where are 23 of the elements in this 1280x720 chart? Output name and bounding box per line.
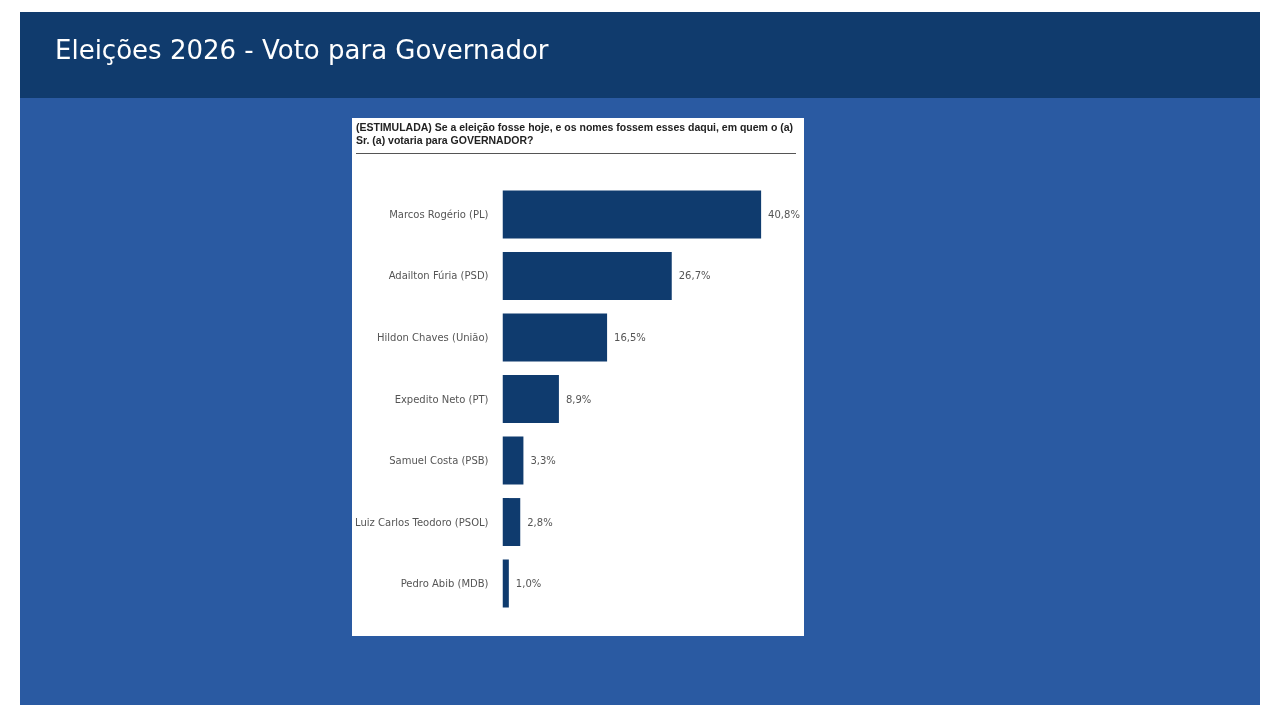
data-label: 1,0%	[515, 578, 542, 590]
bar	[502, 375, 559, 423]
chart-title: Eleições 2026 - Voto para Governador	[54, 34, 549, 67]
bar	[502, 190, 762, 239]
y-tick-label: Samuel Costa (PSB)	[389, 455, 489, 467]
data-label: 3,3%	[530, 455, 556, 467]
y-tick-label: Expedito Neto (PT)	[394, 393, 489, 405]
y-tick-label: Luiz Carlos Teodoro (PSOL)	[355, 516, 489, 528]
data-label: 8,9%	[565, 393, 592, 405]
y-tick-label: Marcos Rogério (PL)	[389, 208, 489, 220]
data-label: 2,8%	[527, 516, 553, 528]
data-label: 40,8%	[768, 208, 800, 220]
bar	[502, 251, 672, 300]
chart-subtitle: (ESTIMULADA) Se a eleição fosse hoje, e os nomes fossem esses daqui, em quem o (a) Sr. (a) votaria para GOVERNADOR?	[356, 121, 796, 154]
data-label: 26,7%	[678, 270, 711, 282]
bar	[502, 436, 524, 485]
data-label: 16,5%	[614, 331, 646, 343]
y-tick-label: Hildon Chaves (União)	[377, 331, 489, 343]
y-tick-label: Adailton Fúria (PSD)	[388, 270, 489, 282]
bar	[502, 313, 608, 362]
bar	[502, 559, 509, 608]
y-tick-label: Pedro Abib (MDB)	[400, 578, 489, 590]
bar	[502, 498, 521, 547]
